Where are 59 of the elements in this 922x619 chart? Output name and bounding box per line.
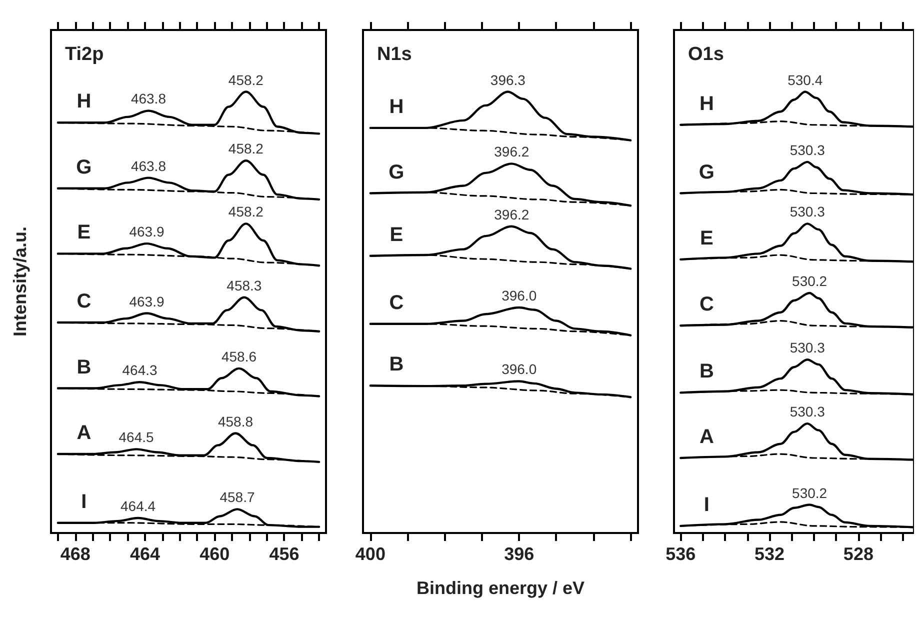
- chart-title: Ti2p: [65, 44, 104, 65]
- annotation: 463.8: [130, 158, 166, 174]
- annotation: 458.2: [228, 204, 264, 220]
- annotation: 464.5: [118, 429, 154, 446]
- series-label: E: [700, 227, 714, 250]
- annotation: 464.3: [122, 362, 158, 378]
- series-label: B: [76, 356, 92, 378]
- annotation: 530.4: [788, 72, 823, 88]
- x-tick-label: 460: [200, 544, 230, 564]
- series-label: C: [76, 290, 92, 313]
- x-tick-label: 532: [754, 544, 785, 564]
- series-label: E: [77, 222, 91, 244]
- annotation: 458.6: [221, 348, 257, 364]
- annotation: 396.0: [502, 361, 537, 378]
- series-label: H: [389, 96, 404, 118]
- x-axis-title: Binding energy / eV: [416, 578, 585, 598]
- series-label: B: [699, 360, 714, 383]
- x-tick-label: 468: [60, 544, 90, 564]
- annotation: 396.2: [494, 206, 530, 222]
- annotation: 396.2: [494, 144, 530, 160]
- x-tick-label: 528: [843, 544, 874, 564]
- series-label: C: [699, 294, 714, 316]
- series-label: G: [76, 156, 92, 178]
- x-tick-label: 464: [130, 544, 160, 564]
- series-label: E: [390, 224, 404, 246]
- series-label: I: [81, 490, 87, 513]
- series-label: A: [699, 426, 714, 448]
- annotation: 530.2: [792, 272, 828, 289]
- annotation: 396.0: [502, 288, 537, 304]
- series-label: H: [76, 90, 92, 113]
- annotation: 530.3: [790, 404, 826, 420]
- annotation: 530.3: [790, 142, 826, 158]
- series-label: H: [699, 92, 714, 115]
- annotation: 458.2: [228, 72, 264, 88]
- annotation: 464.4: [120, 498, 156, 514]
- annotation: 458.7: [220, 489, 255, 506]
- y-axis-title: Intensity/a.u.: [10, 226, 30, 337]
- series-label: G: [698, 161, 714, 184]
- chart-title: N1s: [377, 44, 412, 65]
- annotation: 463.8: [130, 90, 166, 107]
- annotation: 458.8: [218, 413, 254, 430]
- series-label: G: [388, 161, 404, 184]
- annotation: 458.3: [226, 277, 262, 294]
- annotation: 530.3: [790, 340, 826, 356]
- annotation: 458.2: [228, 140, 264, 157]
- x-tick-label: 400: [355, 544, 386, 564]
- series-label: I: [704, 494, 710, 516]
- series-label: C: [389, 292, 404, 314]
- annotation: 530.3: [790, 204, 826, 220]
- annotation: 463.9: [129, 224, 164, 240]
- x-tick-label: 396: [504, 544, 534, 564]
- annotation: 530.2: [792, 484, 828, 501]
- chart-title: O1s: [688, 44, 724, 65]
- x-tick-label: 536: [666, 544, 696, 564]
- annotation: 463.9: [129, 293, 164, 310]
- x-tick-label: 456: [269, 544, 300, 564]
- annotation: 396.3: [490, 72, 526, 88]
- series-label: B: [389, 354, 404, 376]
- series-label: A: [76, 422, 92, 444]
